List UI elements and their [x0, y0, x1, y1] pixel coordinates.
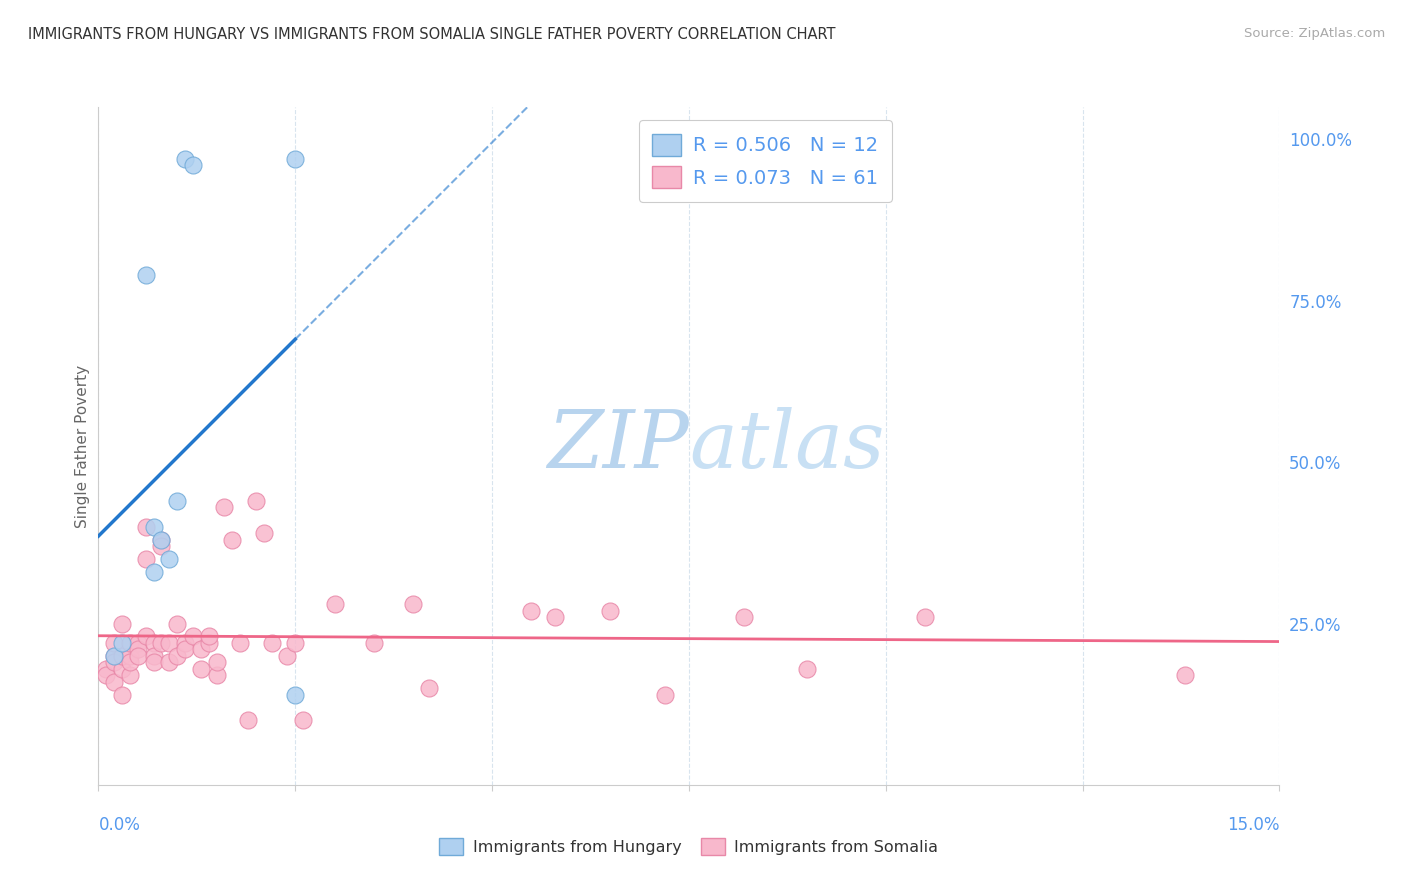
Point: [111, 616, 134, 631]
Point: [135, 519, 157, 533]
Point: [520, 604, 543, 618]
Point: [190, 662, 212, 676]
Point: [197, 630, 219, 644]
Point: [118, 655, 141, 669]
Point: [236, 714, 259, 728]
Point: [111, 688, 134, 702]
Point: [166, 494, 188, 508]
Point: [323, 597, 346, 611]
Point: [127, 642, 149, 657]
Point: [284, 636, 307, 650]
Point: [142, 636, 165, 650]
Point: [111, 636, 134, 650]
Point: [245, 494, 267, 508]
Point: [181, 158, 204, 172]
Point: [276, 648, 298, 663]
Point: [166, 648, 188, 663]
Point: [135, 630, 157, 644]
Point: [174, 642, 197, 657]
Legend: R = 0.506   N = 12, R = 0.073   N = 61: R = 0.506 N = 12, R = 0.073 N = 61: [638, 120, 891, 202]
Point: [103, 674, 125, 689]
Point: [221, 533, 243, 547]
Point: [363, 636, 385, 650]
Point: [174, 636, 197, 650]
Point: [205, 668, 228, 682]
Point: [914, 610, 936, 624]
Point: [142, 565, 165, 579]
Point: [1174, 668, 1197, 682]
Point: [544, 610, 567, 624]
Point: [111, 662, 134, 676]
Point: [96, 668, 118, 682]
Text: 0.0%: 0.0%: [98, 816, 141, 834]
Point: [174, 152, 197, 166]
Point: [135, 552, 157, 566]
Point: [229, 636, 252, 650]
Point: [142, 648, 165, 663]
Point: [142, 655, 165, 669]
Y-axis label: Single Father Poverty: Single Father Poverty: [75, 365, 90, 527]
Point: [205, 655, 228, 669]
Point: [157, 655, 180, 669]
Point: [197, 636, 219, 650]
Point: [402, 597, 425, 611]
Point: [103, 636, 125, 650]
Point: [284, 688, 307, 702]
Point: [111, 648, 134, 663]
Point: [103, 648, 125, 663]
Point: [796, 662, 818, 676]
Point: [127, 636, 149, 650]
Point: [150, 533, 173, 547]
Point: [253, 526, 276, 541]
Point: [214, 500, 236, 515]
Text: Source: ZipAtlas.com: Source: ZipAtlas.com: [1244, 27, 1385, 40]
Point: [284, 152, 307, 166]
Point: [127, 648, 149, 663]
Point: [118, 668, 141, 682]
Point: [118, 648, 141, 663]
Point: [103, 648, 125, 663]
Point: [190, 642, 212, 657]
Text: ZIP: ZIP: [547, 408, 689, 484]
Point: [599, 604, 621, 618]
Point: [654, 688, 676, 702]
Point: [96, 662, 118, 676]
Point: [157, 552, 180, 566]
Point: [418, 681, 440, 695]
Point: [181, 630, 204, 644]
Point: [157, 636, 180, 650]
Point: [733, 610, 755, 624]
Point: [292, 714, 315, 728]
Point: [103, 655, 125, 669]
Point: [260, 636, 283, 650]
Point: [135, 268, 157, 282]
Point: [150, 533, 173, 547]
Text: 15.0%: 15.0%: [1227, 816, 1279, 834]
Legend: Immigrants from Hungary, Immigrants from Somalia: Immigrants from Hungary, Immigrants from…: [433, 831, 945, 862]
Text: atlas: atlas: [689, 408, 884, 484]
Text: IMMIGRANTS FROM HUNGARY VS IMMIGRANTS FROM SOMALIA SINGLE FATHER POVERTY CORRELA: IMMIGRANTS FROM HUNGARY VS IMMIGRANTS FR…: [28, 27, 835, 42]
Point: [150, 636, 173, 650]
Point: [150, 539, 173, 553]
Point: [166, 616, 188, 631]
Point: [118, 636, 141, 650]
Point: [142, 519, 165, 533]
